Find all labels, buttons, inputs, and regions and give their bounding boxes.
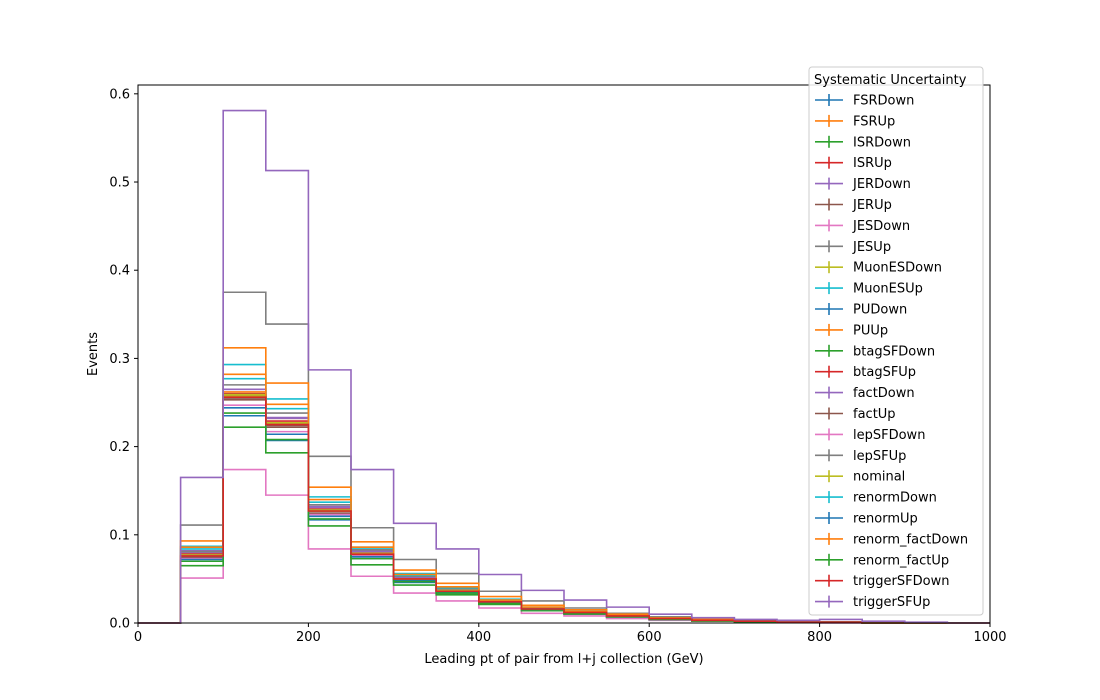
legend-box — [808, 66, 984, 616]
legend-item: ISRUp — [815, 156, 892, 171]
legend-item: JESDown — [815, 219, 910, 234]
legend-item: factDown — [815, 386, 915, 401]
legend-label: factDown — [853, 386, 915, 401]
legend-item: JERUp — [815, 198, 892, 213]
series-layer — [138, 109, 990, 624]
x-tick-label: 600 — [637, 630, 662, 645]
legend-title: Systematic Uncertainty — [814, 73, 967, 88]
legend-label: PUDown — [853, 303, 907, 318]
legend-item: renormUp — [815, 512, 918, 527]
x-tick-label: 400 — [466, 630, 491, 645]
series-line-triggerSFDown — [138, 396, 990, 624]
legend-item: lepSFDown — [815, 428, 925, 443]
legend-item: renorm_factDown — [815, 532, 968, 547]
legend-item: btagSFDown — [815, 344, 935, 359]
legend-item: lepSFUp — [815, 449, 906, 464]
legend-label: PUUp — [853, 323, 888, 338]
legend-item: PUUp — [815, 323, 888, 338]
legend-label: JERUp — [852, 198, 892, 213]
legend-label: MuonESDown — [853, 261, 942, 276]
legend-label: FSRDown — [853, 94, 914, 109]
legend-label: JESDown — [852, 219, 910, 234]
legend-item: PUDown — [815, 303, 907, 318]
legend-item: factUp — [815, 407, 896, 422]
legend-label: lepSFDown — [853, 428, 925, 443]
plot-frame — [137, 84, 991, 624]
legend-item: JERDown — [815, 177, 911, 192]
legend-label: lepSFUp — [853, 449, 906, 464]
y-tick-label: 0.3 — [109, 352, 130, 367]
series-line-JESUp — [138, 291, 990, 624]
legend-label: btagSFUp — [853, 365, 916, 380]
y-tick-label: 0.0 — [109, 617, 130, 632]
legend-label: ISRUp — [853, 156, 892, 171]
y-tick-label: 0.4 — [109, 264, 130, 279]
legend-item: FSRDown — [815, 94, 914, 109]
series-line-triggerSFUp — [138, 109, 990, 624]
legend-item: triggerSFDown — [815, 574, 949, 589]
legend-label: renormUp — [853, 512, 918, 527]
legend-items: FSRDown FSRUp ISRDown ISRUp JERDown JERUp JESD… — [815, 94, 968, 610]
y-tick-label: 0.5 — [109, 176, 130, 191]
legend: Systematic Uncertainty FSRDown FSRUp ISRDo… — [808, 66, 984, 616]
legend-item: renormDown — [815, 491, 937, 506]
legend-item: nominal — [815, 470, 905, 485]
y-tick-label: 0.6 — [109, 87, 130, 102]
y-axis-label: Events — [86, 332, 101, 376]
legend-item: FSRUp — [815, 114, 895, 129]
x-axis-label: Leading pt of pair from l+j collection (… — [424, 652, 703, 667]
legend-label: triggerSFUp — [853, 595, 930, 610]
legend-label: renormDown — [853, 491, 937, 506]
x-tick-label: 0 — [134, 630, 142, 645]
y-tick-label: 0.2 — [109, 440, 130, 455]
y-axis: 0.0 0.1 0.2 0.3 0.4 0.5 0.6 — [109, 87, 138, 632]
legend-label: factUp — [853, 407, 896, 422]
legend-item: renorm_factUp — [815, 553, 949, 568]
legend-label: ISRDown — [853, 135, 911, 150]
x-axis: 0 200 400 600 800 1000 — [134, 623, 1007, 645]
legend-item: MuonESUp — [815, 282, 923, 297]
y-tick-label: 0.1 — [109, 528, 130, 543]
legend-label: renorm_factUp — [853, 553, 949, 568]
legend-item: ISRDown — [815, 135, 911, 150]
x-tick-label: 200 — [296, 630, 321, 645]
legend-label: MuonESUp — [853, 282, 923, 297]
legend-label: JERDown — [852, 177, 911, 192]
legend-label: btagSFDown — [853, 344, 935, 359]
x-tick-label: 800 — [807, 630, 832, 645]
legend-item: JESUp — [815, 240, 891, 255]
legend-item: MuonESDown — [815, 261, 942, 276]
legend-label: renorm_factDown — [853, 532, 968, 547]
legend-label: nominal — [853, 470, 905, 485]
legend-label: triggerSFDown — [853, 574, 949, 589]
legend-item: btagSFUp — [815, 365, 916, 380]
x-tick-label: 1000 — [973, 630, 1006, 645]
legend-label: FSRUp — [853, 114, 895, 129]
legend-item: triggerSFUp — [815, 595, 930, 610]
legend-label: JESUp — [852, 240, 891, 255]
